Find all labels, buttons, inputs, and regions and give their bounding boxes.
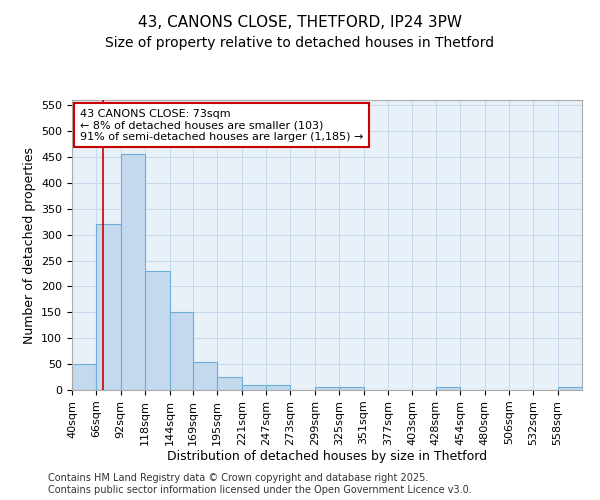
Bar [193,362,217,390]
Bar [121,154,145,390]
Bar [557,388,582,390]
Bar [266,385,290,390]
Bar [339,388,364,390]
Text: Contains HM Land Registry data © Crown copyright and database right 2025.
Contai: Contains HM Land Registry data © Crown c… [48,474,472,495]
Bar [97,224,121,390]
Bar [315,388,339,390]
Bar [72,364,97,390]
Bar [145,271,170,390]
Text: 43 CANONS CLOSE: 73sqm
← 8% of detached houses are smaller (103)
91% of semi-det: 43 CANONS CLOSE: 73sqm ← 8% of detached … [80,108,363,142]
Bar [217,377,242,390]
X-axis label: Distribution of detached houses by size in Thetford: Distribution of detached houses by size … [167,450,487,464]
Bar [436,388,460,390]
Bar [242,385,266,390]
Text: 43, CANONS CLOSE, THETFORD, IP24 3PW: 43, CANONS CLOSE, THETFORD, IP24 3PW [138,15,462,30]
Text: Size of property relative to detached houses in Thetford: Size of property relative to detached ho… [106,36,494,50]
Y-axis label: Number of detached properties: Number of detached properties [23,146,35,344]
Bar [170,312,193,390]
